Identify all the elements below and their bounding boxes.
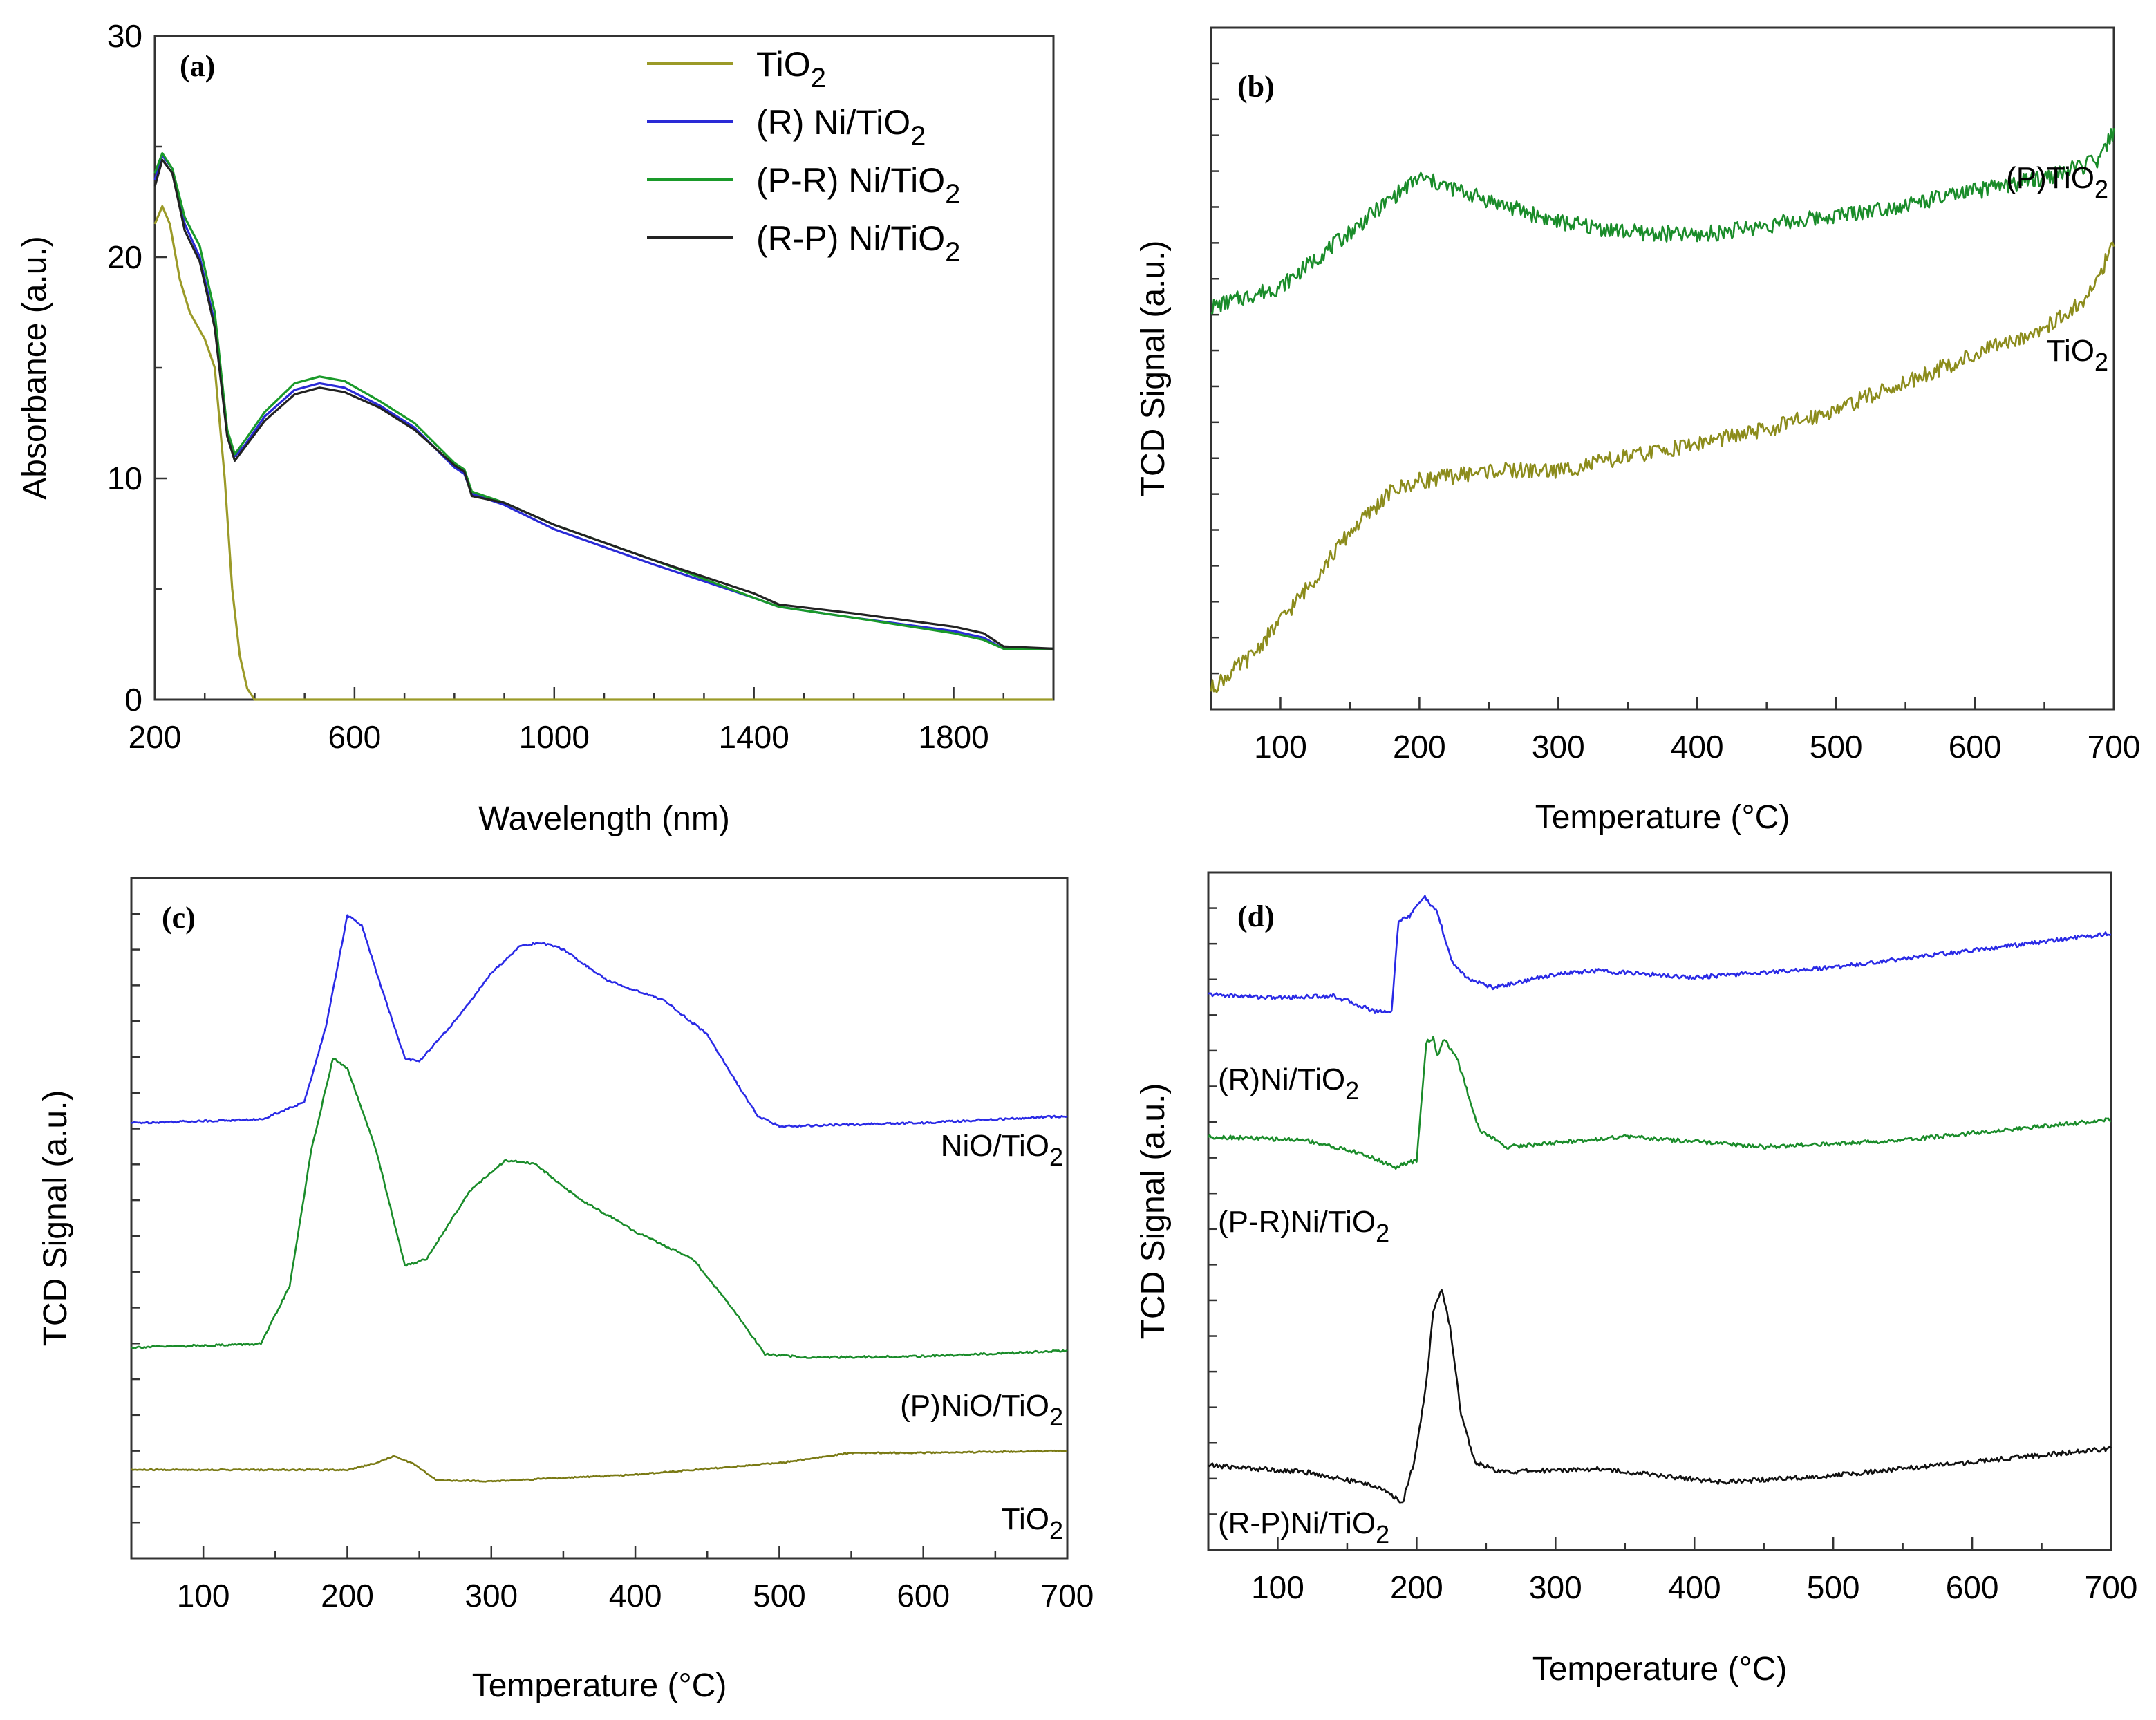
x-tick-label: 200 bbox=[321, 1578, 374, 1614]
x-tick-label: 200 bbox=[1390, 1569, 1443, 1605]
panel-b-frame bbox=[1210, 26, 2115, 711]
panel-a-ticks: 200 600 1000 1400 1800 0 10 20 30 bbox=[107, 18, 1055, 755]
x-tick-label: 600 bbox=[1949, 729, 2002, 765]
panel-a-legend: TiO2 (R) Ni/TiO2 (P-R) Ni/TiO2 (R-P) Ni/TiO… bbox=[647, 45, 960, 268]
series-line-tio2 bbox=[131, 1449, 1068, 1483]
x-tick-label: 600 bbox=[1946, 1569, 1999, 1605]
legend-label: (R) Ni/TiO2 bbox=[756, 103, 926, 151]
x-tick-label: 500 bbox=[1807, 1569, 1860, 1605]
panel-a-series bbox=[153, 152, 1054, 701]
x-tick-label: 100 bbox=[1251, 1569, 1304, 1605]
series-label: (R-P)Ni/TiO2 bbox=[1218, 1506, 1389, 1549]
series-line-nio-tio2 bbox=[131, 914, 1068, 1128]
x-tick-label: 200 bbox=[129, 719, 182, 755]
x-tick-label: 300 bbox=[1532, 729, 1585, 765]
x-tick-label: 700 bbox=[2085, 1569, 2138, 1605]
x-tick-label: 600 bbox=[328, 719, 382, 755]
legend-label: TiO2 bbox=[756, 45, 826, 93]
y-tick-label: 30 bbox=[107, 18, 142, 54]
panel-b-ylabel: TCD Signal (a.u.) bbox=[1135, 241, 1172, 497]
panel-d-xlabel: Temperature (°C) bbox=[1532, 1651, 1788, 1688]
x-tick-label: 1800 bbox=[918, 719, 988, 755]
series-line-tio2 bbox=[1210, 241, 2115, 693]
panel-b-xlabel: Temperature (°C) bbox=[1535, 799, 1790, 836]
panel-c-series bbox=[131, 914, 1068, 1483]
x-tick-label: 700 bbox=[1041, 1578, 1094, 1614]
panel-c-letter: (c) bbox=[162, 901, 196, 935]
panel-a-letter: (a) bbox=[180, 49, 215, 83]
series-line--p-r-ni-tio2 bbox=[1207, 1036, 2112, 1170]
series-line--r-p-ni-tio2 bbox=[153, 158, 1054, 650]
series-line--p-nio-tio2 bbox=[131, 1058, 1068, 1359]
series-label: (R)Ni/TiO2 bbox=[1218, 1063, 1359, 1105]
panel-d: 100 200 300 400 500 600 700 (d) Temperature (°… bbox=[1135, 871, 2138, 1688]
series-line--r-ni-tio2 bbox=[1208, 895, 2112, 1014]
panel-c-xlabel: Temperature (°C) bbox=[472, 1667, 727, 1704]
panel-b-letter: (b) bbox=[1237, 70, 1275, 104]
y-tick-label: 10 bbox=[107, 460, 142, 496]
panel-b: 100 200 300 400 500 600 700 (b) Temperature (°… bbox=[1135, 26, 2141, 836]
panel-c-frame bbox=[130, 877, 1069, 1560]
x-tick-label: 400 bbox=[1668, 1569, 1721, 1605]
panel-c-ylabel: TCD Signal (a.u.) bbox=[37, 1090, 74, 1347]
panel-b-series bbox=[1210, 128, 2115, 693]
panel-a: 200 600 1000 1400 1800 0 10 20 30 (a) Wavelength… bbox=[17, 18, 1055, 837]
y-tick-label: 0 bbox=[124, 682, 142, 718]
series-label: NiO/TiO2 bbox=[941, 1129, 1063, 1171]
x-tick-label: 400 bbox=[609, 1578, 662, 1614]
x-tick-label: 400 bbox=[1671, 729, 1724, 765]
series-label: TiO2 bbox=[1002, 1502, 1063, 1544]
x-tick-label: 100 bbox=[177, 1578, 230, 1614]
x-tick-label: 700 bbox=[2088, 729, 2141, 765]
panel-d-frame bbox=[1207, 871, 2112, 1551]
panel-d-ylabel: TCD Signal (a.u.) bbox=[1135, 1083, 1172, 1340]
x-tick-label: 1400 bbox=[718, 719, 789, 755]
x-tick-label: 600 bbox=[897, 1578, 950, 1614]
x-tick-label: 300 bbox=[1529, 1569, 1582, 1605]
legend-label: (R-P) Ni/TiO2 bbox=[756, 219, 960, 268]
series-line-tio2 bbox=[153, 205, 1053, 701]
series-label: (P)TiO2 bbox=[2006, 161, 2108, 203]
series-label: TiO2 bbox=[2047, 334, 2108, 376]
panel-c: 100 200 300 400 500 600 700 (c) Temperature (°… bbox=[37, 877, 1094, 1704]
legend-label: (P-R) Ni/TiO2 bbox=[756, 161, 960, 209]
panel-a-ylabel: Absorbance (a.u.) bbox=[17, 236, 53, 500]
series-line--r-p-ni-tio2 bbox=[1208, 1289, 2112, 1504]
x-tick-label: 1000 bbox=[519, 719, 590, 755]
panel-d-series bbox=[1207, 895, 2112, 1504]
x-tick-label: 300 bbox=[465, 1578, 518, 1614]
series-label: (P-R)Ni/TiO2 bbox=[1218, 1205, 1389, 1247]
x-tick-label: 100 bbox=[1254, 729, 1307, 765]
series-line--p-r-ni-tio2 bbox=[153, 152, 1053, 650]
y-tick-label: 20 bbox=[107, 239, 142, 275]
series-line--p-tio2 bbox=[1210, 128, 2115, 315]
x-tick-label: 500 bbox=[1810, 729, 1863, 765]
panel-a-xlabel: Wavelength (nm) bbox=[478, 801, 730, 837]
x-tick-label: 500 bbox=[753, 1578, 806, 1614]
panel-c-ticks: 100 200 300 400 500 600 700 bbox=[130, 913, 1094, 1614]
panel-d-ticks: 100 200 300 400 500 600 700 bbox=[1207, 907, 2138, 1605]
panel-d-letter: (d) bbox=[1237, 899, 1275, 933]
series-label: (P)NiO/TiO2 bbox=[900, 1389, 1063, 1431]
panel-b-ticks: 100 200 300 400 500 600 700 bbox=[1210, 62, 2141, 765]
x-tick-label: 200 bbox=[1393, 729, 1446, 765]
